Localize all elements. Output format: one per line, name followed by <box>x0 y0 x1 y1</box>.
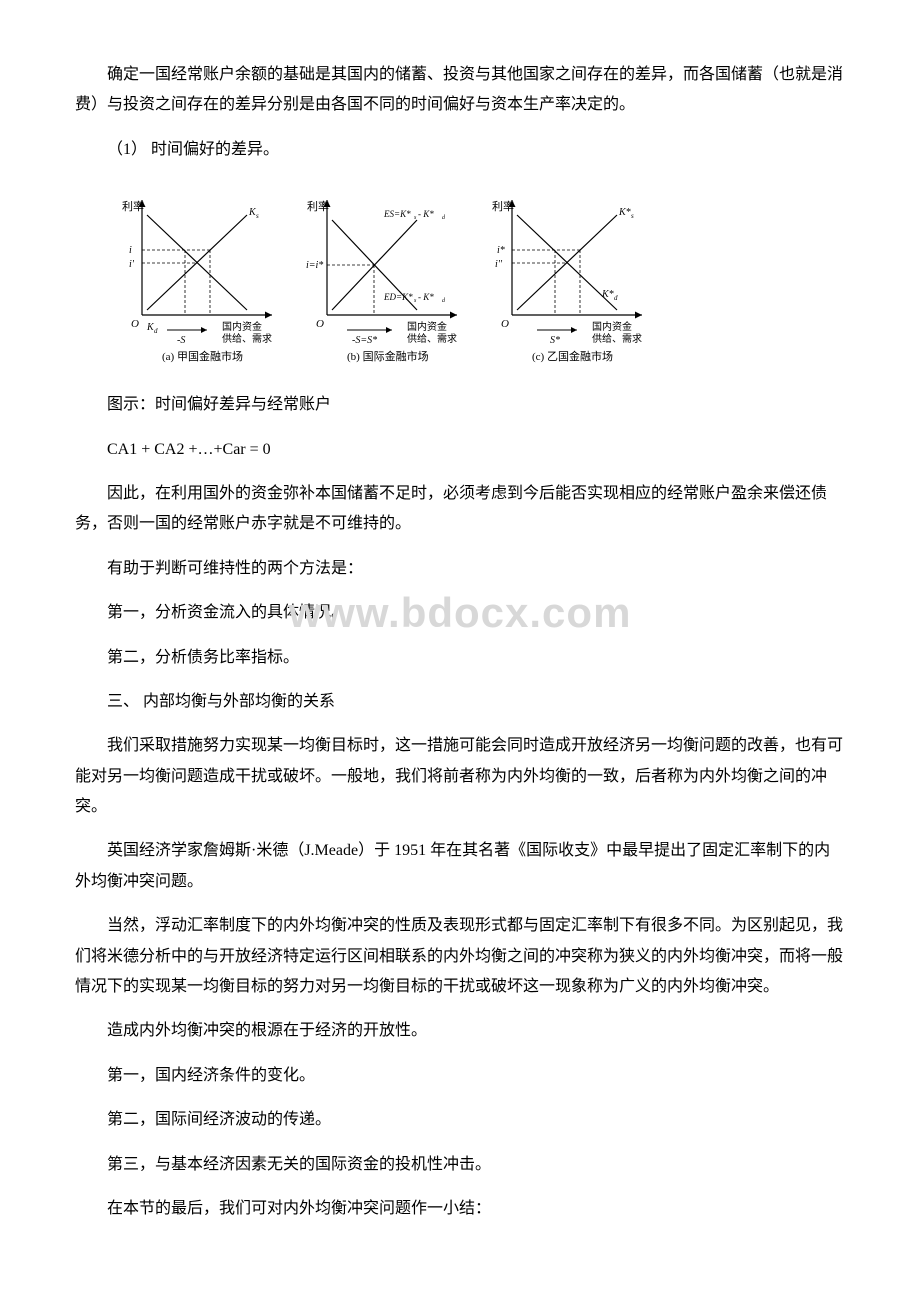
paragraph: 第三，与基本经济因素无关的国际资金的投机性冲击。 <box>75 1150 845 1180</box>
svg-text:-S: -S <box>177 335 185 346</box>
svg-text:d: d <box>442 298 446 304</box>
svg-text:国内资金: 国内资金 <box>222 320 262 333</box>
paragraph: 在本节的最后，我们可对内外均衡冲突问题作一小结： <box>75 1194 845 1224</box>
paragraph: 有助于判断可维持性的两个方法是： <box>75 554 845 584</box>
section-heading: 三、 内部均衡与外部均衡的关系 <box>75 687 845 717</box>
paragraph: 确定一国经常账户余额的基础是其国内的储蓄、投资与其他国家之间存在的差异，而各国储… <box>75 60 845 121</box>
paragraph: 我们采取措施努力实现某一均衡目标时，这一措施可能会同时造成开放经济另一均衡问题的… <box>75 731 845 822</box>
paragraph: 第一，分析资金流入的具体情况。 <box>75 598 845 628</box>
svg-text:s: s <box>414 298 417 304</box>
svg-text:(c) 乙国金融市场: (c) 乙国金融市场 <box>532 349 613 363</box>
svg-text:供给、需求: 供给、需求 <box>592 332 642 345</box>
paragraph: 英国经济学家詹姆斯·米德（J.Meade）于 1951 年在其名著《国际收支》中… <box>75 836 845 897</box>
svg-text:K*: K* <box>618 207 631 218</box>
svg-text:(a) 甲国金融市场: (a) 甲国金融市场 <box>162 349 243 363</box>
svg-text:利率: 利率 <box>307 199 329 213</box>
svg-text:i': i' <box>129 259 135 270</box>
svg-text:供给、需求: 供给、需求 <box>407 332 457 345</box>
svg-text:ED=K*: ED=K* <box>383 292 413 302</box>
svg-text:利率: 利率 <box>122 199 144 213</box>
paragraph: 当然，浮动汇率制度下的内外均衡冲突的性质及表现形式都与固定汇率制下有很多不同。为… <box>75 911 845 1002</box>
svg-text:ES=K*: ES=K* <box>383 209 411 219</box>
svg-text:i: i <box>129 245 132 256</box>
svg-text:- K*: - K* <box>418 292 434 302</box>
svg-text:O: O <box>316 318 324 330</box>
svg-text:- K*: - K* <box>418 209 434 219</box>
paragraph: 造成内外均衡冲突的根源在于经济的开放性。 <box>75 1016 845 1046</box>
svg-text:供给、需求: 供给、需求 <box>222 332 272 345</box>
svg-text:国内资金: 国内资金 <box>592 320 632 333</box>
diagram-caption: 图示：时间偏好差异与经常账户 <box>75 390 845 420</box>
svg-text:d: d <box>154 327 158 335</box>
paragraph: 因此，在利用国外的资金弥补本国储蓄不足时，必须考虑到今后能否实现相应的经常账户盈… <box>75 479 845 540</box>
paragraph: 第二，国际间经济波动的传递。 <box>75 1105 845 1135</box>
svg-text:s: s <box>631 212 634 220</box>
svg-text:d: d <box>442 215 446 221</box>
svg-text:d: d <box>614 294 618 302</box>
svg-text:i*: i* <box>497 245 505 256</box>
svg-text:国内资金: 国内资金 <box>407 320 447 333</box>
svg-text:i'': i'' <box>495 259 503 270</box>
paragraph: 第一，国内经济条件的变化。 <box>75 1061 845 1091</box>
svg-text:s: s <box>256 212 259 220</box>
svg-text:S*: S* <box>550 335 560 346</box>
svg-text:i=i*: i=i* <box>306 260 323 271</box>
time-preference-diagram: K s K d i i' 利率 O -S 国内资金 供给、需求 (a) 甲国金融… <box>107 185 845 370</box>
svg-text:-S=S*: -S=S* <box>352 335 377 346</box>
paragraph: （1） 时间偏好的差异。 <box>75 135 845 165</box>
formula: CA1 + CA2 +…+Car = 0 <box>75 435 845 465</box>
svg-text:O: O <box>131 318 139 330</box>
paragraph: 第二，分析债务比率指标。 <box>75 643 845 673</box>
svg-text:O: O <box>501 318 509 330</box>
svg-text:K*: K* <box>601 289 614 300</box>
svg-text:利率: 利率 <box>492 199 514 213</box>
svg-text:(b) 国际金融市场: (b) 国际金融市场 <box>347 349 429 363</box>
